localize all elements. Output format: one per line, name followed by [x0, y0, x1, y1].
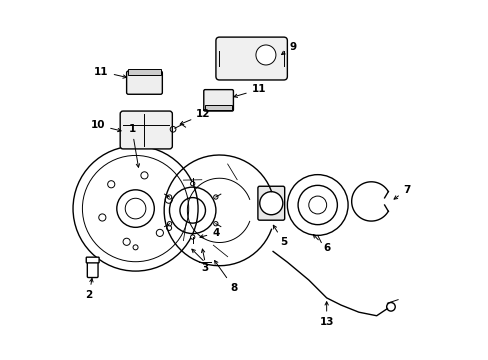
- Text: 12: 12: [180, 109, 210, 125]
- FancyBboxPatch shape: [216, 37, 287, 80]
- Text: 6: 6: [313, 235, 329, 253]
- Circle shape: [213, 195, 218, 199]
- Text: 3: 3: [201, 264, 208, 274]
- FancyBboxPatch shape: [126, 71, 162, 94]
- Text: 7: 7: [393, 185, 410, 199]
- FancyBboxPatch shape: [205, 105, 231, 110]
- Circle shape: [167, 195, 171, 199]
- Text: 11: 11: [233, 85, 265, 98]
- Text: 1: 1: [128, 124, 139, 167]
- Circle shape: [190, 235, 194, 239]
- Text: 11: 11: [94, 67, 126, 78]
- Text: 5: 5: [273, 225, 287, 247]
- Text: 4: 4: [200, 228, 219, 238]
- Circle shape: [259, 192, 282, 215]
- Circle shape: [167, 221, 171, 226]
- FancyBboxPatch shape: [203, 90, 233, 111]
- Text: 9: 9: [281, 42, 296, 54]
- FancyBboxPatch shape: [87, 261, 98, 278]
- FancyBboxPatch shape: [128, 69, 160, 75]
- Circle shape: [190, 181, 194, 186]
- Text: 10: 10: [90, 120, 121, 132]
- Circle shape: [255, 45, 275, 65]
- Text: 2: 2: [85, 279, 93, 300]
- FancyBboxPatch shape: [120, 111, 172, 149]
- FancyBboxPatch shape: [86, 257, 99, 263]
- Text: 8: 8: [214, 261, 237, 293]
- Text: 13: 13: [319, 302, 333, 327]
- FancyBboxPatch shape: [257, 186, 284, 220]
- Circle shape: [213, 221, 218, 226]
